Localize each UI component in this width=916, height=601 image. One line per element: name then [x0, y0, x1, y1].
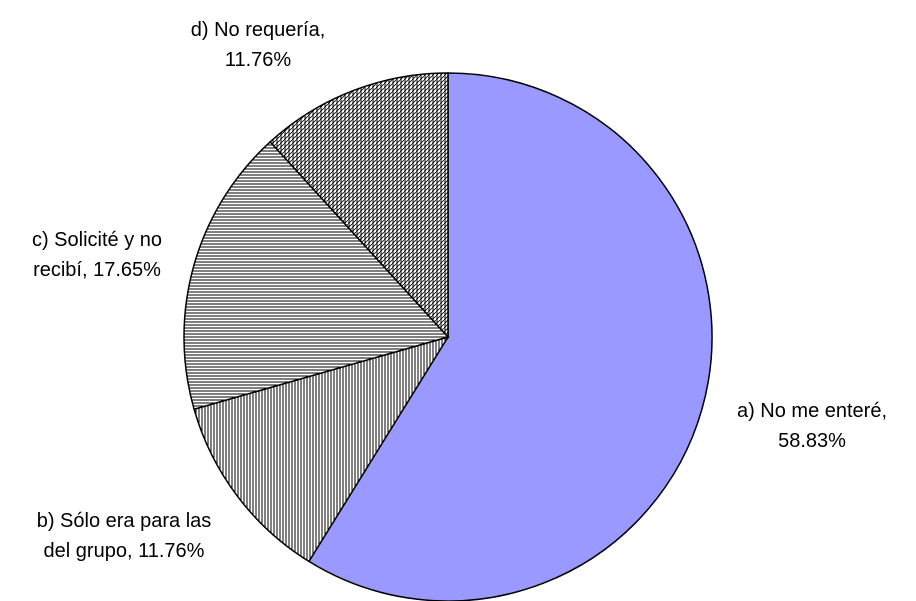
value-label: 11.76%: [224, 49, 292, 71]
slice-label: a) No me enteré, 58.83%: [712, 396, 912, 456]
pie-slice: [269, 72, 449, 339]
category-label: a) No me enteré,: [736, 400, 888, 422]
slice-label: b) Sólo era para las del grupo, 11.76%: [34, 506, 214, 566]
category-label: d) No requería,: [190, 19, 326, 41]
pie-slice: [193, 335, 450, 563]
slice-label: d) No requería, 11.76%: [178, 15, 338, 75]
value-label: 11.76%: [138, 540, 205, 562]
slice-label: c) Solicité y no recibí, 17.65%: [12, 225, 182, 285]
category-label: c) Solicité y no recibí,: [31, 229, 163, 281]
value-label: 58.83%: [778, 430, 846, 452]
value-label: 17.65%: [93, 259, 161, 281]
category-label: b) Sólo era para las del grupo,: [36, 510, 212, 562]
pie-slice: [183, 140, 450, 411]
